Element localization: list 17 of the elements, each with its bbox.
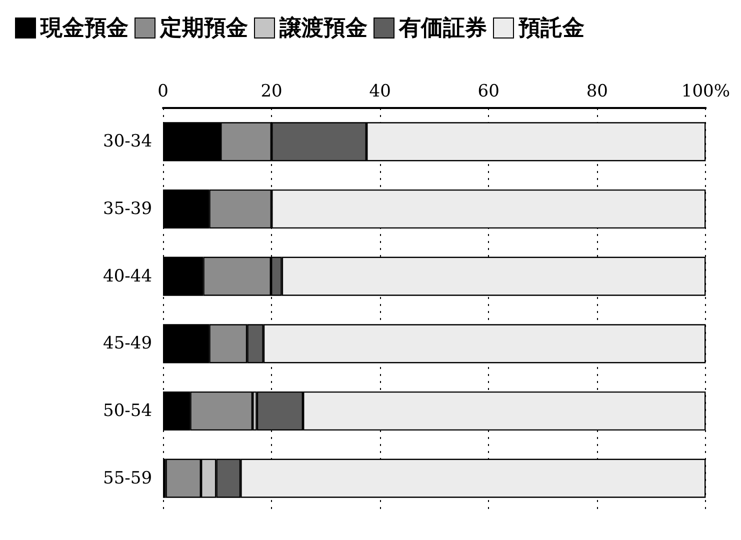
y-tick-label: 35-39 bbox=[103, 199, 152, 219]
y-tick-label: 40-44 bbox=[103, 266, 152, 286]
legend-label: 現金預金 bbox=[40, 15, 128, 41]
legend-label: 有価証券 bbox=[398, 15, 487, 41]
y-tick-label: 45-49 bbox=[103, 334, 152, 354]
legend-label: 譲渡預金 bbox=[278, 15, 368, 41]
y-tick-label: 50-54 bbox=[103, 401, 152, 421]
legend-label: 定期預金 bbox=[159, 15, 248, 41]
y-tick-label: 55-59 bbox=[103, 468, 152, 488]
x-tick-label: 60 bbox=[478, 82, 500, 102]
legend-label: 預託金 bbox=[518, 15, 584, 41]
y-tick-label: 30-34 bbox=[103, 132, 152, 152]
x-tick-label: 40 bbox=[369, 82, 391, 102]
x-tick-label: 100% bbox=[681, 82, 730, 102]
x-tick-label: 80 bbox=[586, 82, 608, 102]
x-tick-label: 20 bbox=[260, 82, 282, 102]
x-tick-label: 0 bbox=[158, 82, 168, 102]
